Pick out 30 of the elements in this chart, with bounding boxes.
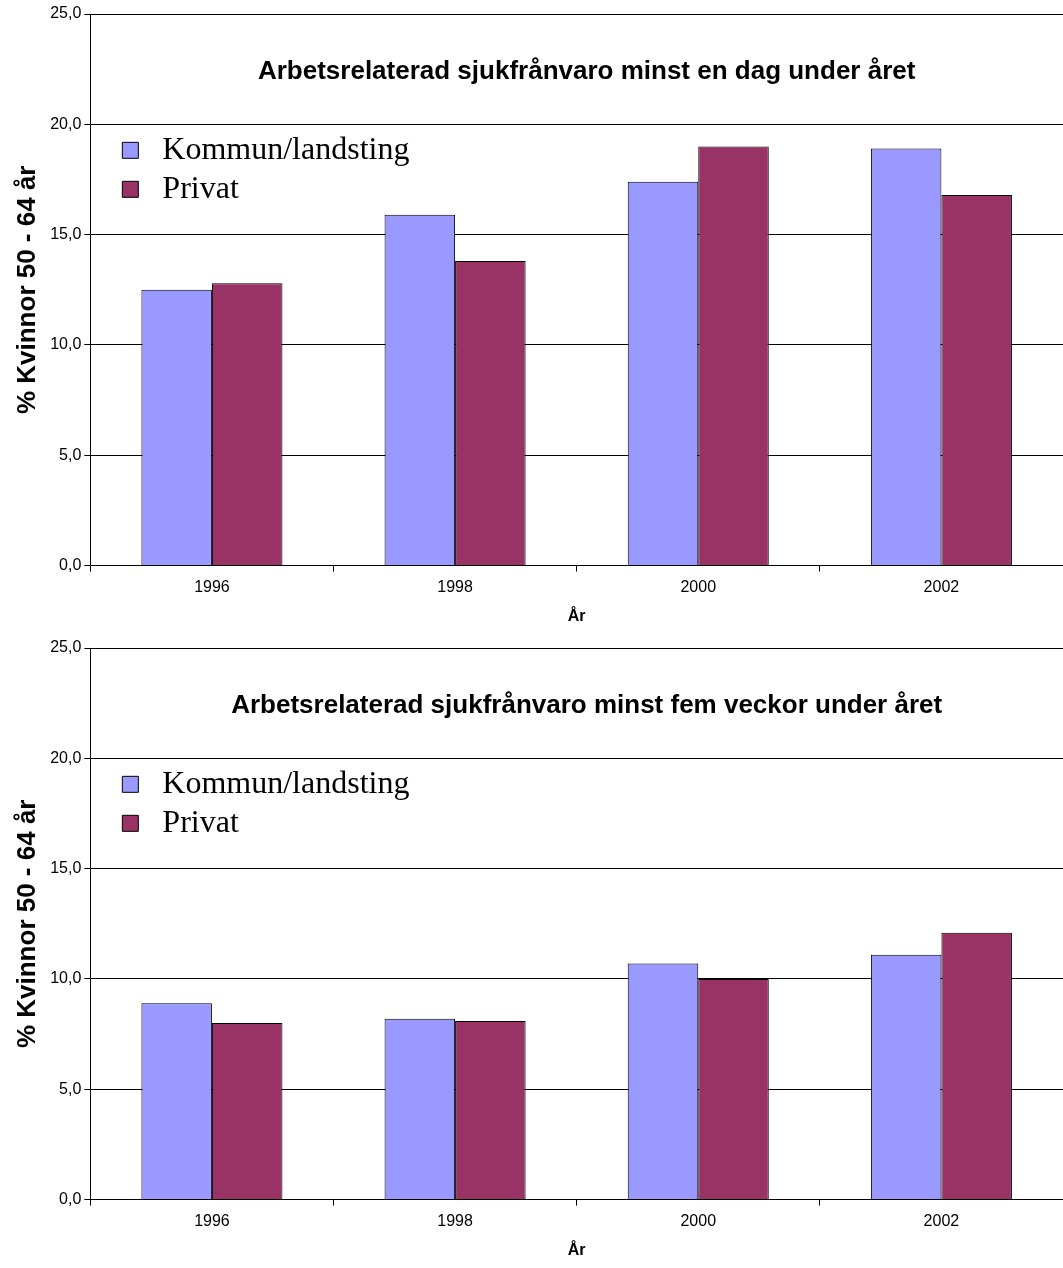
x-axis-title: År [567,1239,586,1258]
y-tick-label: 10,0 [50,335,82,353]
y-tick-label: 10,0 [50,969,82,987]
x-tick-label: 1998 [437,577,473,595]
y-tick-label: 0,0 [59,556,82,574]
y-tick-label: 20,0 [50,748,82,766]
y-tick-label: 15,0 [50,859,82,877]
x-tick-label: 1996 [194,1211,230,1229]
x-tick-label: 2002 [923,577,960,595]
y-tick-label: 20,0 [50,114,82,132]
x-tick-label: 2000 [680,1211,717,1229]
x-tick-label: 2002 [923,1211,960,1229]
legend-label: Privat [162,168,239,205]
legend-label: Kommun/landsting [162,129,410,166]
y-tick-label: 25,0 [50,638,82,656]
text: Arbetsrelaterad sjukfrånvaro minst en dag under året [257,55,916,86]
y-axis-title: % Kvinnor 50 - 64 år [10,799,41,1049]
y-tick-label: 0,0 [59,1190,82,1208]
y-tick-label: 25,0 [50,4,82,22]
y-tick-label: 15,0 [50,225,82,243]
y-axis-title: % Kvinnor 50 - 64 år [10,165,41,415]
x-tick-label: 2000 [680,577,717,595]
legend-label: Privat [162,802,239,839]
y-tick-label: 5,0 [59,1079,82,1097]
text: Arbetsrelaterad sjukfrånvaro minst fem veckor under året [231,689,943,720]
legend-label: Kommun/landsting [162,763,410,800]
y-tick-label: 5,0 [59,445,82,463]
x-tick-label: 1996 [194,577,230,595]
x-tick-label: 1998 [437,1211,473,1229]
x-axis-title: År [567,605,586,624]
